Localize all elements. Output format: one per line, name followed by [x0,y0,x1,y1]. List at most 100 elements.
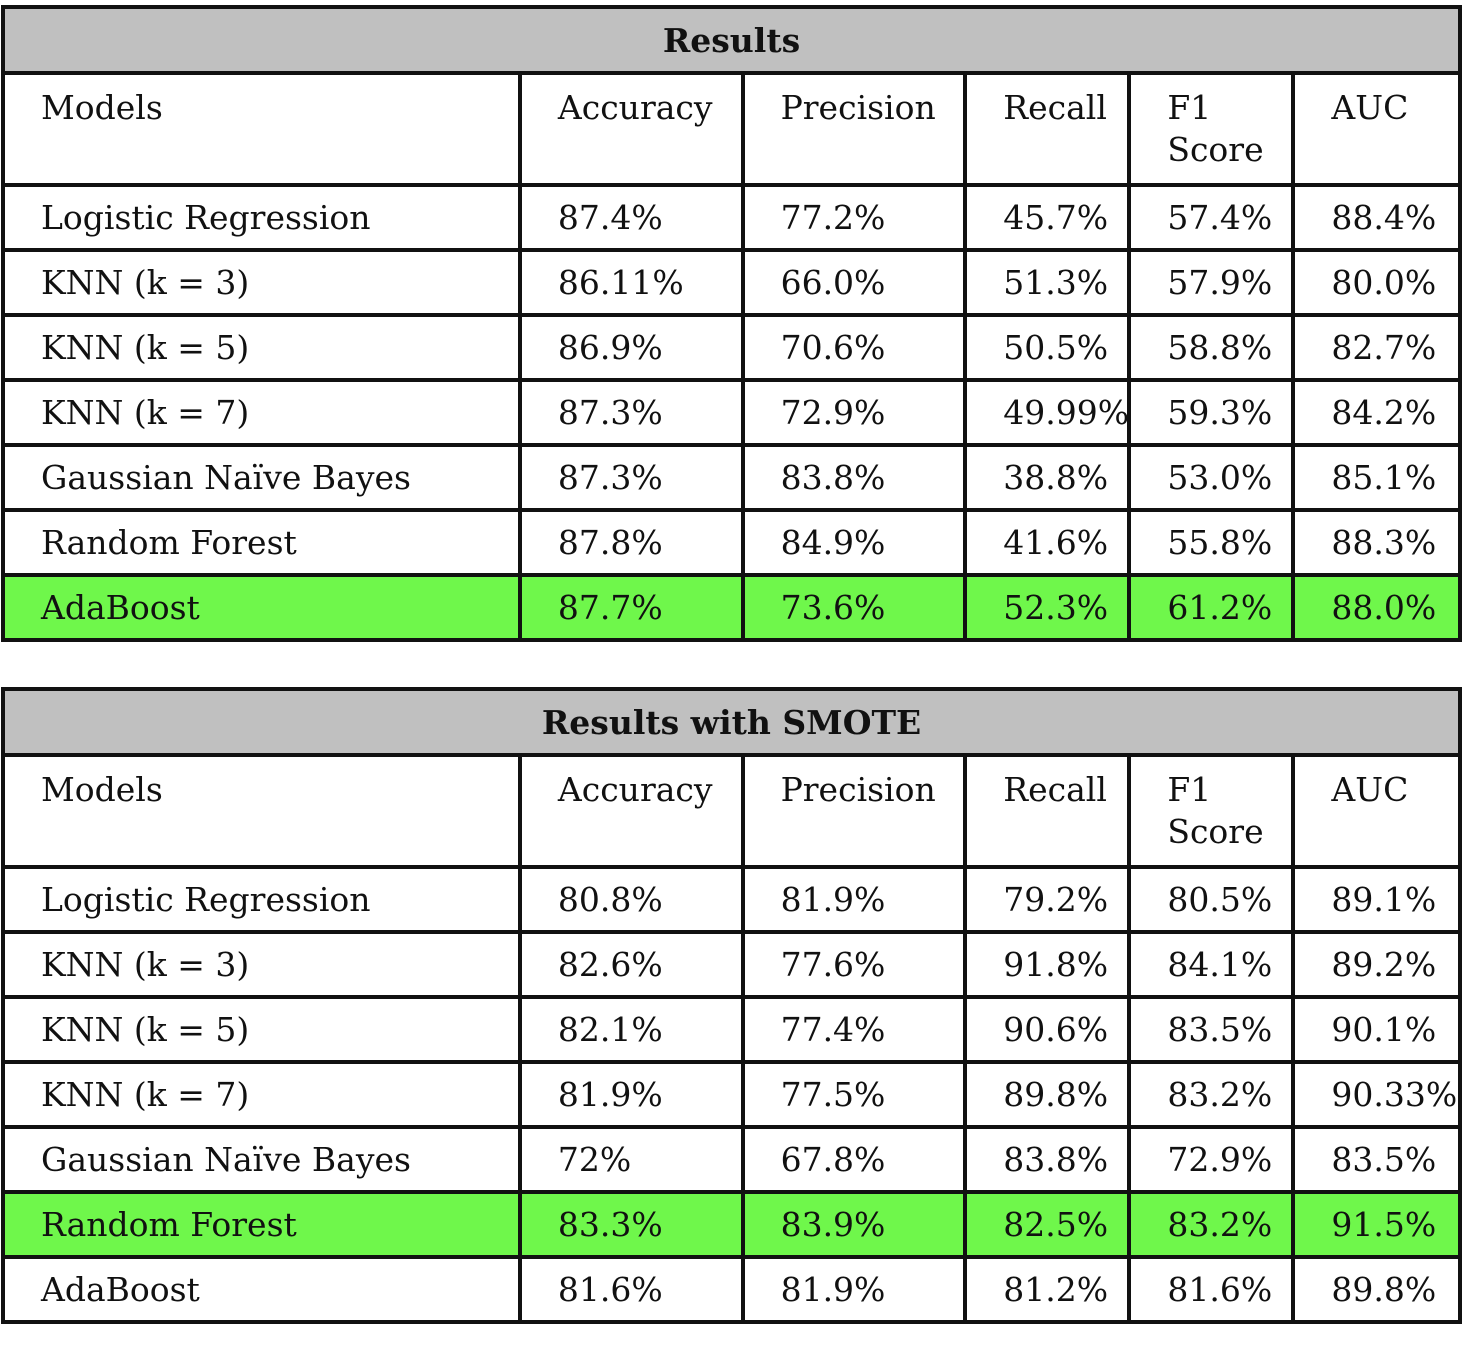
cell-recall: 38.8% [963,443,1132,512]
cell-f1-score: 57.4% [1127,183,1296,252]
table-row: Gaussian Naïve Bayes 87.3% 83.8% 38.8% 53.0%… [1,443,1462,512]
cell-precision: 70.6% [740,313,968,382]
cell-precision: 83.9% [740,1190,968,1259]
cell-f1-score: 58.8% [1127,313,1296,382]
cell-auc: 88.0% [1291,573,1462,642]
table-row: AdaBoost 81.6% 81.9% 81.2% 81.6% 89.8% [1,1255,1462,1324]
cell-model: Logistic Regression [1,865,522,934]
column-header-accuracy: Accuracy [517,71,745,187]
cell-f1-score: 57.9% [1127,248,1296,317]
table-header-row: Models Accuracy Precision Recall F1 Scor… [1,753,1462,869]
cell-recall: 45.7% [963,183,1132,252]
cell-auc: 90.33% [1291,1060,1462,1129]
cell-recall: 89.8% [963,1060,1132,1129]
column-header-precision: Precision [740,71,968,187]
cell-precision: 72.9% [740,378,968,447]
cell-model: KNN (k = 7) [1,378,522,447]
cell-f1-score: 81.6% [1127,1255,1296,1324]
cell-recall: 49.99% [963,378,1132,447]
column-header-models: Models [1,71,522,187]
cell-model: Random Forest [1,508,522,577]
cell-auc: 85.1% [1291,443,1462,512]
cell-recall: 81.2% [963,1255,1132,1324]
cell-model: KNN (k = 5) [1,313,522,382]
cell-recall: 91.8% [963,930,1132,999]
cell-accuracy: 87.4% [517,183,745,252]
cell-accuracy: 83.3% [517,1190,745,1259]
table-title: Results with SMOTE [1,687,1462,757]
cell-f1-score: 83.2% [1127,1190,1296,1259]
cell-precision: 73.6% [740,573,968,642]
table-row: KNN (k = 5) 86.9% 70.6% 50.5% 58.8% 82.7% [1,313,1462,382]
results-table: Results Models Accuracy Precision Recall… [1,5,1462,642]
cell-auc: 83.5% [1291,1125,1462,1194]
table-row: Random Forest 87.8% 84.9% 41.6% 55.8% 88.3% [1,508,1462,577]
cell-recall: 82.5% [963,1190,1132,1259]
table-row: Logistic Regression 80.8% 81.9% 79.2% 80.5% 8… [1,865,1462,934]
cell-f1-score: 80.5% [1127,865,1296,934]
cell-model: KNN (k = 3) [1,248,522,317]
cell-accuracy: 86.9% [517,313,745,382]
cell-auc: 88.3% [1291,508,1462,577]
cell-auc: 91.5% [1291,1190,1462,1259]
cell-model: Logistic Regression [1,183,522,252]
cell-f1-score: 55.8% [1127,508,1296,577]
cell-accuracy: 81.9% [517,1060,745,1129]
cell-f1-score: 83.5% [1127,995,1296,1064]
cell-accuracy: 82.6% [517,930,745,999]
cell-accuracy: 80.8% [517,865,745,934]
cell-recall: 83.8% [963,1125,1132,1194]
cell-accuracy: 87.7% [517,573,745,642]
cell-model: KNN (k = 5) [1,995,522,1064]
cell-recall: 90.6% [963,995,1132,1064]
cell-auc: 82.7% [1291,313,1462,382]
results-smote-table: Results with SMOTE Models Accuracy Preci… [1,687,1462,1324]
cell-auc: 80.0% [1291,248,1462,317]
cell-recall: 52.3% [963,573,1132,642]
cell-model: AdaBoost [1,573,522,642]
cell-model: Gaussian Naïve Bayes [1,1125,522,1194]
column-header-precision: Precision [740,753,968,869]
cell-f1-score: 84.1% [1127,930,1296,999]
cell-auc: 89.1% [1291,865,1462,934]
cell-precision: 77.2% [740,183,968,252]
cell-auc: 89.2% [1291,930,1462,999]
cell-precision: 67.8% [740,1125,968,1194]
cell-precision: 84.9% [740,508,968,577]
column-header-recall: Recall [963,753,1132,869]
cell-accuracy: 87.3% [517,378,745,447]
column-header-auc: AUC [1291,71,1462,187]
cell-precision: 81.9% [740,1255,968,1324]
cell-model: KNN (k = 7) [1,1060,522,1129]
cell-f1-score: 83.2% [1127,1060,1296,1129]
cell-model: Gaussian Naïve Bayes [1,443,522,512]
cell-precision: 77.6% [740,930,968,999]
table-title: Results [1,5,1462,75]
table-row: KNN (k = 3) 86.11% 66.0% 51.3% 57.9% 80.0% [1,248,1462,317]
cell-f1-score: 59.3% [1127,378,1296,447]
cell-f1-score: 61.2% [1127,573,1296,642]
cell-auc: 84.2% [1291,378,1462,447]
column-header-f1-score: F1 Score [1127,71,1296,187]
table-row: KNN (k = 7) 87.3% 72.9% 49.99% 59.3% 84.2% [1,378,1462,447]
column-header-accuracy: Accuracy [517,753,745,869]
table-row-highlighted: Random Forest 83.3% 83.9% 82.5% 83.2% 91.5% [1,1190,1462,1259]
cell-recall: 79.2% [963,865,1132,934]
column-header-f1-score: F1 Score [1127,753,1296,869]
cell-precision: 77.5% [740,1060,968,1129]
cell-f1-score: 53.0% [1127,443,1296,512]
column-header-models: Models [1,753,522,869]
cell-model: Random Forest [1,1190,522,1259]
column-header-auc: AUC [1291,753,1462,869]
cell-accuracy: 86.11% [517,248,745,317]
cell-accuracy: 87.3% [517,443,745,512]
cell-accuracy: 87.8% [517,508,745,577]
cell-recall: 50.5% [963,313,1132,382]
table-row: KNN (k = 5) 82.1% 77.4% 90.6% 83.5% 90.1% [1,995,1462,1064]
cell-precision: 77.4% [740,995,968,1064]
cell-precision: 83.8% [740,443,968,512]
cell-accuracy: 72% [517,1125,745,1194]
table-header-row: Models Accuracy Precision Recall F1 Scor… [1,71,1462,187]
cell-accuracy: 81.6% [517,1255,745,1324]
